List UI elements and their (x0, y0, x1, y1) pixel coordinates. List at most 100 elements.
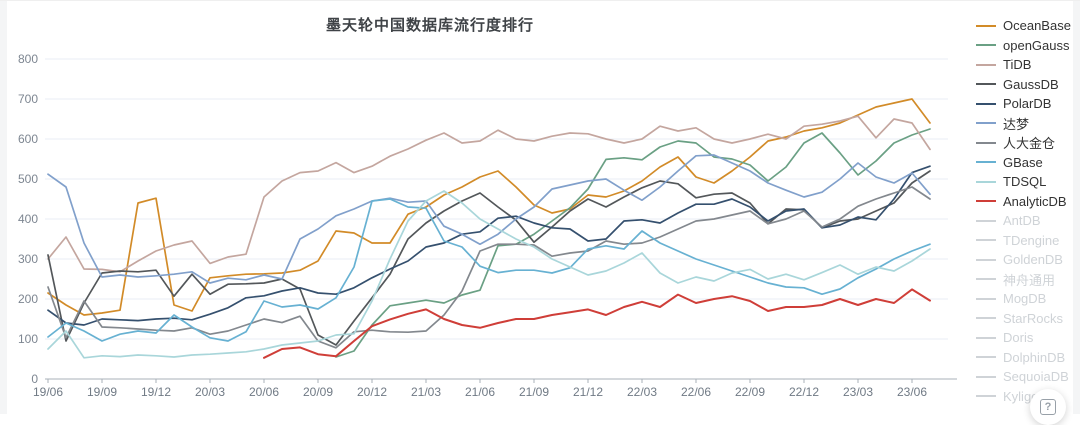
y-axis-label-300: 300 (17, 252, 38, 266)
x-axis-label-21/06: 21/06 (464, 385, 496, 399)
y-axis-label-600: 600 (17, 132, 38, 146)
legend-swatch-DolphinDB (976, 356, 996, 359)
y-axis-label-0: 0 (31, 372, 38, 386)
x-axis-label-22/03: 22/03 (626, 385, 658, 399)
x-axis-label-20/09: 20/09 (302, 385, 334, 399)
series-line-达梦 (47, 154, 931, 284)
legend-swatch-PolarDB (976, 102, 996, 105)
legend-item-DolphinDB[interactable]: DolphinDB (976, 348, 1071, 368)
legend-swatch-OceanBase (976, 24, 996, 27)
help-button[interactable]: ? (1030, 389, 1066, 425)
legend-label: SequoiaDB (1003, 369, 1069, 385)
x-axis-label-19/09: 19/09 (86, 385, 118, 399)
legend-item-MogDB[interactable]: MogDB (976, 289, 1071, 309)
legend-label: TDengine (1003, 232, 1060, 248)
legend-label: PolarDB (1003, 96, 1052, 112)
legend-label: openGauss (1003, 37, 1070, 53)
legend-label: GBase (1003, 154, 1043, 170)
y-axis-label-800: 800 (17, 52, 38, 66)
legend-item-TiDB[interactable]: TiDB (976, 55, 1071, 75)
legend-swatch-SequoiaDB (976, 375, 996, 378)
x-axis-label-23/03: 23/03 (842, 385, 874, 399)
legend-item-神舟通用[interactable]: 神舟通用 (976, 270, 1071, 290)
page: { "page_title": "墨天轮中国数据库流行度排行", "help_b… (0, 0, 1080, 415)
y-axis-label-100: 100 (17, 332, 38, 346)
x-axis-label-21/12: 21/12 (572, 385, 604, 399)
series-line-GaussDB (47, 170, 931, 346)
page-left-gutter (0, 1, 7, 414)
legend-swatch-GaussDB (976, 83, 996, 86)
legend-label: 达梦 (1003, 116, 1030, 132)
legend-label: TDSQL (1003, 174, 1047, 190)
x-axis-label-19/06: 19/06 (32, 385, 64, 399)
legend-swatch-达梦 (976, 122, 996, 125)
legend-swatch-Doris (976, 336, 996, 339)
legend-label: TiDB (1003, 57, 1032, 73)
legend-item-SequoiaDB[interactable]: SequoiaDB (976, 367, 1071, 387)
legend-label: MogDB (1003, 291, 1047, 307)
legend-swatch-openGauss (976, 44, 996, 47)
y-axis-label-200: 200 (17, 292, 38, 306)
legend-label: GaussDB (1003, 76, 1059, 92)
legend-label: AnalyticDB (1003, 193, 1067, 209)
chart-title: 墨天轮中国数据库流行度排行 (325, 17, 534, 34)
legend-item-openGauss[interactable]: openGauss (976, 36, 1071, 56)
question-mark-icon: ? (1040, 399, 1056, 415)
legend-item-PolarDB[interactable]: PolarDB (976, 94, 1071, 114)
series-line-openGauss (335, 128, 931, 358)
x-axis-label-23/06: 23/06 (896, 385, 928, 399)
y-axis-label-700: 700 (17, 92, 38, 106)
legend-swatch-StarRocks (976, 317, 996, 320)
x-axis-label-20/06: 20/06 (248, 385, 280, 399)
legend-swatch-TDengine (976, 239, 996, 242)
x-axis-label-22/06: 22/06 (680, 385, 712, 399)
legend-item-TDSQL[interactable]: TDSQL (976, 172, 1071, 192)
chart-legend: OceanBase openGauss TiDB GaussDB PolarDB 达梦人大… (976, 16, 1071, 406)
legend-label: 人大金仓 (1003, 136, 1056, 152)
legend-item-AnalyticDB[interactable]: AnalyticDB (976, 192, 1071, 212)
x-axis-label-21/03: 21/03 (410, 385, 442, 399)
legend-swatch-GoldenDB (976, 258, 996, 261)
legend-item-AntDB[interactable]: AntDB (976, 211, 1071, 231)
legend-swatch-人大金仓 (976, 141, 996, 144)
legend-swatch-TiDB (976, 63, 996, 66)
x-axis-label-22/09: 22/09 (734, 385, 766, 399)
legend-item-GoldenDB[interactable]: GoldenDB (976, 250, 1071, 270)
legend-item-达梦[interactable]: 达梦 (976, 114, 1071, 134)
legend-swatch-神舟通用 (976, 278, 996, 281)
x-axis-label-20/03: 20/03 (194, 385, 226, 399)
series-line-GBase (47, 198, 931, 342)
legend-swatch-AnalyticDB (976, 200, 996, 203)
series-line-TDSQL (47, 190, 931, 359)
y-axis-label-400: 400 (17, 212, 38, 226)
x-axis-label-19/12: 19/12 (140, 385, 172, 399)
legend-label: 神舟通用 (1003, 272, 1056, 288)
legend-item-OceanBase[interactable]: OceanBase (976, 16, 1071, 36)
x-axis-label-22/12: 22/12 (788, 385, 820, 399)
legend-label: AntDB (1003, 213, 1041, 229)
legend-item-StarRocks[interactable]: StarRocks (976, 309, 1071, 329)
legend-label: OceanBase (1003, 18, 1071, 34)
legend-label: GoldenDB (1003, 252, 1063, 268)
x-axis-label-20/12: 20/12 (356, 385, 388, 399)
y-axis-label-500: 500 (17, 172, 38, 186)
legend-swatch-GBase (976, 161, 996, 164)
series-line-PolarDB (47, 165, 931, 326)
legend-item-Doris[interactable]: Doris (976, 328, 1071, 348)
legend-item-人大金仓[interactable]: 人大金仓 (976, 133, 1071, 153)
legend-item-GaussDB[interactable]: GaussDB (976, 75, 1071, 95)
legend-swatch-TDSQL (976, 180, 996, 183)
line-chart-canvas (45, 58, 957, 383)
page-right-gutter (1073, 1, 1080, 414)
legend-label: DolphinDB (1003, 349, 1066, 365)
legend-swatch-MogDB (976, 297, 996, 300)
legend-label: Doris (1003, 330, 1034, 346)
legend-label: StarRocks (1003, 310, 1063, 326)
series-line-AnalyticDB (263, 288, 931, 359)
series-line-TiDB (47, 115, 931, 273)
legend-item-GBase[interactable]: GBase (976, 153, 1071, 173)
legend-swatch-Kyligence (976, 395, 996, 398)
x-axis-label-21/09: 21/09 (518, 385, 550, 399)
legend-item-TDengine[interactable]: TDengine (976, 231, 1071, 251)
legend-swatch-AntDB (976, 219, 996, 222)
